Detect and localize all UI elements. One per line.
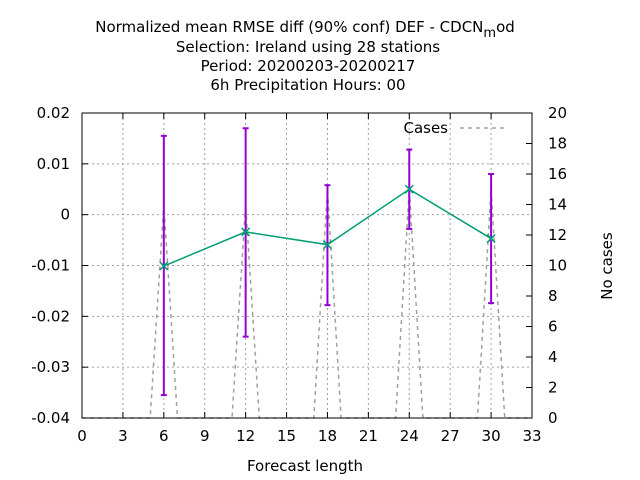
data-point-stroke: [486, 234, 496, 244]
title-line-4: 6h Precipitation Hours: 00: [210, 76, 405, 94]
y-tick-label-right: 18: [548, 135, 567, 153]
y-tick-label-right: 16: [548, 165, 567, 183]
x-tick-label: 30: [482, 427, 501, 445]
y-tick-label-left: -0.02: [31, 307, 70, 325]
data-point: [486, 234, 496, 244]
x-tick-label: 21: [359, 427, 378, 445]
y-tick-label-right: 2: [548, 379, 558, 397]
x-tick-label: 15: [277, 427, 296, 445]
y-tick-label-right: 0: [548, 409, 558, 427]
legend: Cases: [403, 119, 506, 137]
data-point: [159, 261, 169, 271]
grid: [82, 113, 532, 418]
y-tick-label-right: 8: [548, 287, 558, 305]
title-line-1-main: Normalized mean RMSE diff (90% conf) DEF…: [95, 18, 483, 36]
title-line-2: Selection: Ireland using 28 stations: [176, 38, 440, 56]
y-tick-label-right: 4: [548, 348, 558, 366]
title-line-1-subscript: m: [483, 26, 496, 41]
y-tick-label-right: 12: [548, 226, 567, 244]
x-tick-label: 6: [159, 427, 169, 445]
data-point-stroke: [322, 240, 332, 250]
cases-series: [82, 189, 532, 419]
data-point: [322, 240, 332, 250]
y-axis-label-right: No cases: [598, 232, 616, 300]
x-tick-label: 12: [236, 427, 255, 445]
y-tick-label-left: 0: [60, 206, 70, 224]
x-tick-label: 27: [441, 427, 460, 445]
y-tick-label-left: -0.01: [31, 257, 70, 275]
y-tick-label-left: 0.02: [37, 104, 70, 122]
x-tick-label: 18: [318, 427, 337, 445]
data-point: [241, 227, 251, 237]
y-tick-label-left: -0.04: [31, 409, 70, 427]
data-point-stroke: [159, 261, 169, 271]
data-point-stroke: [241, 227, 251, 237]
legend-label-cases: Cases: [403, 119, 448, 137]
y-tick-label-right: 6: [548, 318, 558, 336]
x-tick-label: 9: [200, 427, 210, 445]
data-point-stroke: [404, 184, 414, 194]
x-tick-label: 0: [77, 427, 87, 445]
cases-line: [82, 189, 532, 419]
title-line-1: Normalized mean RMSE diff (90% conf) DEF…: [95, 18, 515, 41]
x-tick-label: 24: [400, 427, 419, 445]
x-axis-label: Forecast length: [247, 457, 363, 475]
y-tick-label-right: 14: [548, 196, 567, 214]
plot-frame: [81, 112, 533, 419]
x-tick-label: 3: [118, 427, 128, 445]
y-tick-label-right: 20: [548, 104, 567, 122]
title-line-1-tail: od: [496, 18, 515, 36]
x-tick-label: 33: [522, 427, 541, 445]
y-tick-label-right: 10: [548, 257, 567, 275]
data-point: [404, 184, 414, 194]
rmse-diff-series: [159, 184, 496, 271]
y-tick-label-left: 0.01: [37, 155, 70, 173]
y-tick-label-left: -0.03: [31, 358, 70, 376]
axis-ticks: 0 3 6 9 12 15 18 21 24 27 30 33-0.04-0.03-0.02-0.01…: [31, 104, 567, 445]
chart-title: Normalized mean RMSE diff (90% conf) DEF…: [95, 18, 515, 94]
title-line-3: Period: 20200203-20200217: [201, 57, 416, 75]
